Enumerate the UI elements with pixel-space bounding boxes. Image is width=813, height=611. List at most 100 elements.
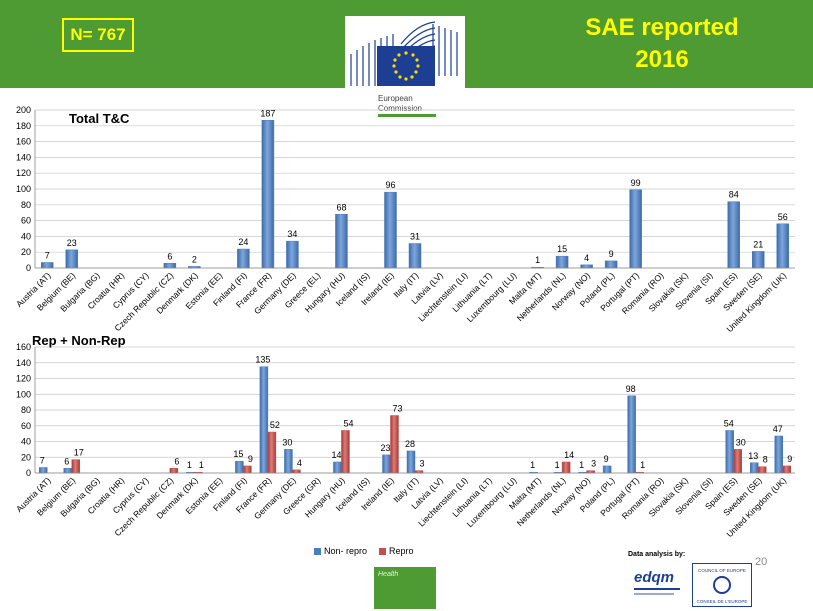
data-label: 4 bbox=[584, 253, 589, 263]
bar bbox=[390, 415, 399, 474]
bar bbox=[733, 449, 742, 474]
data-label: 7 bbox=[45, 250, 50, 260]
data-label: 1 bbox=[530, 460, 535, 470]
bar bbox=[580, 264, 593, 269]
y-tick-label: 140 bbox=[16, 358, 31, 368]
bar bbox=[555, 255, 569, 269]
bar bbox=[169, 468, 179, 474]
data-label: 9 bbox=[609, 249, 614, 259]
data-label: 9 bbox=[787, 454, 792, 464]
data-label: 15 bbox=[557, 244, 567, 254]
bar bbox=[627, 395, 636, 474]
y-tick-label: 60 bbox=[21, 421, 31, 431]
data-label: 1 bbox=[199, 460, 204, 470]
slide-title: SAE reported 2016 bbox=[577, 12, 747, 76]
y-tick-label: 160 bbox=[16, 137, 31, 147]
data-label: 4 bbox=[297, 458, 302, 468]
bar bbox=[751, 251, 765, 269]
data-label: 9 bbox=[248, 454, 253, 464]
y-tick-label: 120 bbox=[16, 168, 31, 178]
data-label: 24 bbox=[238, 237, 248, 247]
bar bbox=[406, 450, 416, 474]
slide-title-line2: 2016 bbox=[635, 46, 689, 73]
legend-swatch-repro bbox=[379, 548, 387, 556]
bar bbox=[284, 449, 293, 474]
data-label: 13 bbox=[748, 451, 758, 461]
data-label: 68 bbox=[336, 202, 346, 212]
bar bbox=[561, 461, 571, 474]
legend-label-nonrepro: Non- repro bbox=[324, 546, 368, 556]
y-tick-label: 80 bbox=[21, 405, 31, 415]
data-label: 8 bbox=[763, 455, 768, 465]
bar bbox=[259, 366, 269, 474]
ec-logo-line2: Commission bbox=[378, 104, 423, 113]
y-tick-label: 20 bbox=[21, 247, 31, 257]
bar bbox=[774, 435, 783, 474]
bar bbox=[749, 462, 759, 474]
y-tick-label: 100 bbox=[16, 184, 31, 194]
data-label: 187 bbox=[260, 108, 275, 118]
bar bbox=[63, 468, 73, 474]
data-label: 73 bbox=[392, 404, 402, 414]
bar bbox=[267, 431, 277, 474]
y-tick-label: 20 bbox=[21, 452, 31, 462]
y-tick-label: 120 bbox=[16, 374, 31, 384]
data-analysis-label: Data analysis by: bbox=[628, 551, 686, 558]
bar bbox=[335, 214, 348, 269]
bar bbox=[725, 430, 734, 474]
data-label: 6 bbox=[64, 456, 69, 466]
bar bbox=[727, 201, 740, 269]
y-tick-label: 40 bbox=[21, 437, 31, 447]
data-label: 17 bbox=[74, 448, 84, 458]
bar bbox=[776, 223, 789, 269]
edqm-logo: edqm bbox=[630, 562, 686, 602]
data-label: 99 bbox=[631, 178, 641, 188]
council-of-europe-logo: COUNCIL OF EUROPE CONSEIL DE L'EUROPE bbox=[692, 563, 752, 607]
bar bbox=[292, 469, 301, 474]
data-label: 135 bbox=[255, 355, 270, 365]
page-number: 20 bbox=[755, 556, 768, 568]
data-label: 1 bbox=[555, 460, 560, 470]
bar bbox=[65, 249, 79, 269]
chart2-title: Rep + Non-Rep bbox=[32, 333, 126, 348]
data-label: 84 bbox=[729, 190, 739, 200]
y-tick-label: 100 bbox=[16, 389, 31, 399]
health-badge: Health bbox=[374, 567, 436, 609]
data-label: 31 bbox=[410, 232, 420, 242]
data-label: 15 bbox=[233, 449, 243, 459]
bar bbox=[243, 465, 252, 474]
data-label: 28 bbox=[405, 439, 415, 449]
data-label: 21 bbox=[753, 239, 763, 249]
data-label: 6 bbox=[174, 456, 179, 466]
data-label: 14 bbox=[331, 450, 341, 460]
european-commission-logo bbox=[345, 16, 465, 120]
bar bbox=[408, 243, 422, 269]
bar bbox=[41, 262, 54, 269]
bar bbox=[333, 461, 342, 474]
data-label: 54 bbox=[343, 418, 353, 428]
data-label: 30 bbox=[736, 437, 746, 447]
legend-label-repro: Repro bbox=[389, 546, 414, 556]
data-label: 54 bbox=[724, 418, 734, 428]
data-label: 23 bbox=[67, 238, 77, 248]
sample-size-badge: N= 767 bbox=[62, 18, 134, 52]
data-label: 56 bbox=[778, 212, 788, 222]
legend-item-repro: Repro bbox=[379, 546, 414, 556]
ec-logo-line1: European bbox=[378, 94, 413, 103]
bar bbox=[602, 465, 612, 474]
data-label: 1 bbox=[535, 255, 540, 265]
data-label: 1 bbox=[187, 460, 192, 470]
y-tick-label: 40 bbox=[21, 231, 31, 241]
bar bbox=[604, 260, 618, 269]
y-tick-label: 0 bbox=[26, 468, 31, 478]
bar bbox=[286, 240, 299, 269]
data-label: 3 bbox=[591, 459, 596, 469]
data-label: 34 bbox=[287, 229, 297, 239]
bar bbox=[163, 263, 177, 269]
y-tick-label: 0 bbox=[26, 263, 31, 273]
data-label: 14 bbox=[564, 450, 574, 460]
y-tick-label: 200 bbox=[16, 105, 31, 115]
edqm-logo-text: edqm bbox=[634, 569, 674, 586]
y-tick-label: 80 bbox=[21, 200, 31, 210]
